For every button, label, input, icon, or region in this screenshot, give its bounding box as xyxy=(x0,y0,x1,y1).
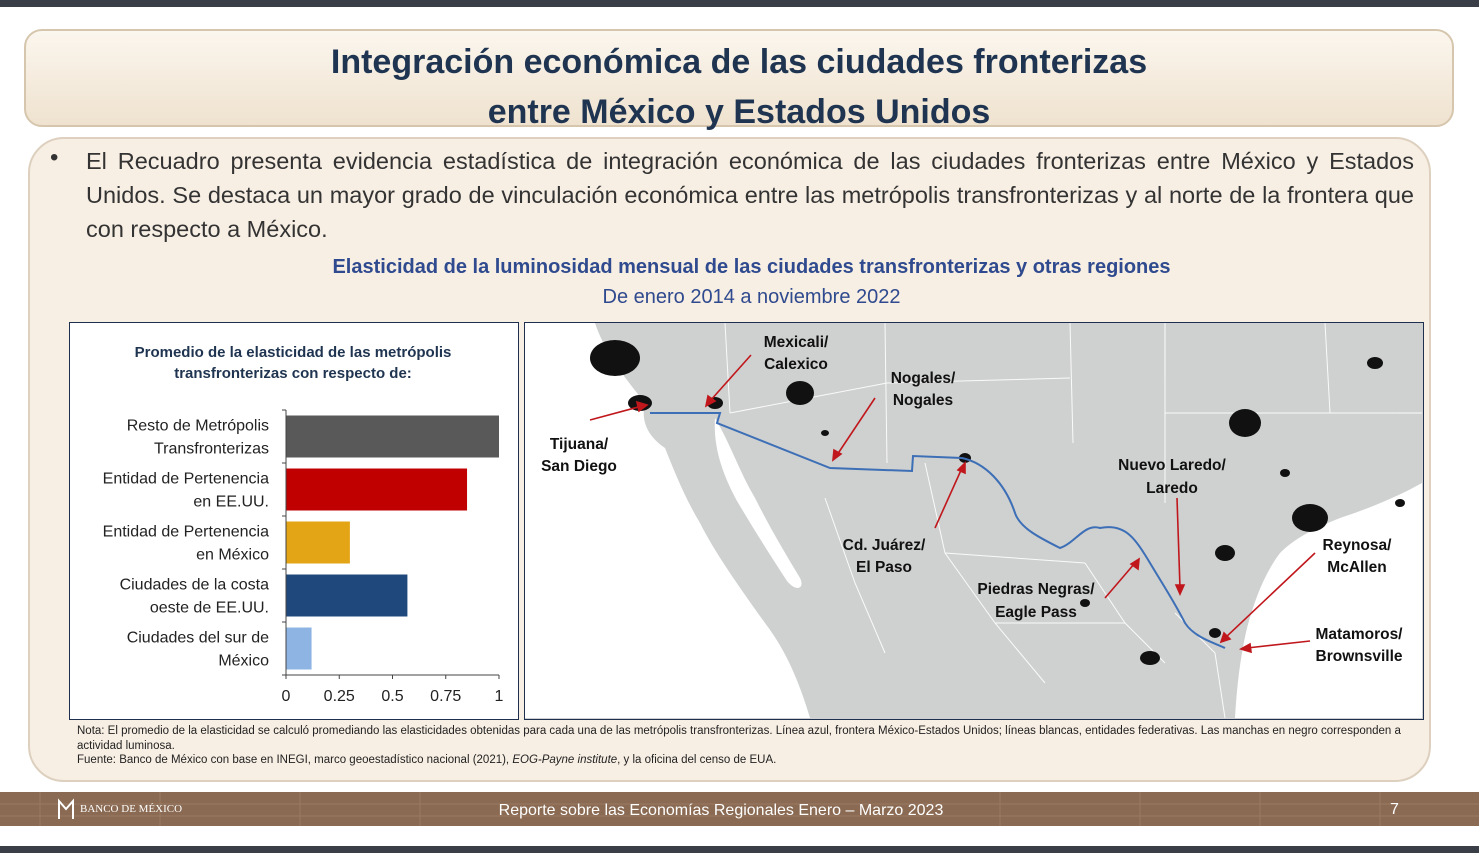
arrows xyxy=(589,354,1316,654)
chart-note: Nota: El promedio de la elasticidad se c… xyxy=(77,724,1422,768)
map-panel: Mexicali/ Calexico Nogales/ Nogales Tiju… xyxy=(524,322,1424,720)
bar-4 xyxy=(286,627,312,670)
light-spots xyxy=(590,340,1405,665)
category-label-2-0: Entidad de Pertenencia xyxy=(103,524,269,541)
category-label-4-0: Ciudades del sur de xyxy=(127,630,269,647)
figure-title: Elasticidad de la luminosidad mensual de… xyxy=(332,256,1171,278)
category-label-2-1: en México xyxy=(196,547,269,564)
label-juarez-2: El Paso xyxy=(856,559,912,576)
label-piedras-1: Piedras Negras/ xyxy=(977,581,1095,598)
label-nuevolaredo-1: Nuevo Laredo/ xyxy=(1118,457,1226,474)
label-piedras-2: Eagle Pass xyxy=(995,604,1077,621)
bar-0 xyxy=(286,415,499,458)
title-line-1: Integración económica de las ciudades fr… xyxy=(330,43,1148,81)
page-title: Integración económica de las ciudades fr… xyxy=(26,37,1452,137)
bullet-text: El Recuadro presenta evidencia estadísti… xyxy=(86,148,1414,242)
category-label-4-1: México xyxy=(218,653,269,670)
top-bar xyxy=(0,0,1479,7)
label-nogales-2: Nogales xyxy=(893,392,953,409)
label-reynosa-2: McAllen xyxy=(1327,559,1386,576)
label-nuevolaredo-2: Laredo xyxy=(1146,480,1198,497)
footer-pattern xyxy=(0,792,1479,826)
bullet-marker: • xyxy=(50,144,59,171)
label-mexicali-1: Mexicali/ xyxy=(764,334,829,351)
bar-3 xyxy=(286,574,408,617)
category-label-3-1: oeste de EE.UU. xyxy=(150,600,269,617)
x-tick-label-3: 0.75 xyxy=(430,688,461,705)
gulf-of-california xyxy=(714,418,802,589)
x-tick-label-4: 1 xyxy=(495,688,504,705)
label-reynosa-1: Reynosa/ xyxy=(1323,537,1393,554)
title-line-2: entre México y Estados Unidos xyxy=(487,93,991,131)
gulf-of-mexico xyxy=(1235,483,1422,718)
figure-subtitle: De enero 2014 a noviembre 2022 xyxy=(602,286,901,308)
report-title: Reporte sobre las Economías Regionales E… xyxy=(498,802,944,819)
bar-1 xyxy=(286,468,468,511)
category-label-3-0: Ciudades de la costa xyxy=(120,577,270,594)
category-label-0-0: Resto de Metrópolis xyxy=(127,418,269,435)
label-mexicali-2: Calexico xyxy=(764,356,828,373)
note-text: Nota: El promedio de la elasticidad se c… xyxy=(77,725,1401,752)
x-tick-label-1: 0.25 xyxy=(324,688,355,705)
chart-title-line-2: transfronterizas con respecto de: xyxy=(174,365,412,382)
x-tick-label-0: 0 xyxy=(282,688,291,705)
border-map: Mexicali/ Calexico Nogales/ Nogales Tiju… xyxy=(525,323,1422,718)
bars-group: Resto de Metrópolis Transfronterizas Entid… xyxy=(103,409,504,705)
category-label-1-1: en EE.UU. xyxy=(193,494,269,511)
label-tijuana-1: Tijuana/ xyxy=(550,436,609,453)
bar-2 xyxy=(286,521,350,564)
pacific-ocean xyxy=(525,323,810,718)
page-number: 7 xyxy=(1390,801,1399,818)
chart-title-line-1: Promedio de la elasticidad de las metróp… xyxy=(135,344,452,361)
label-matamoros-2: Brownsville xyxy=(1316,648,1403,665)
label-nogales-1: Nogales/ xyxy=(891,370,956,387)
us-mexico-border xyxy=(650,412,1226,649)
banxico-logo-text: BANCO DE MÉXICO xyxy=(80,803,183,815)
source-text: Fuente: Banco de México con base en INEG… xyxy=(77,754,777,766)
footer-bar: BANCO DE MÉXICO Reporte sobre las Econom… xyxy=(0,792,1479,826)
label-tijuana-2: San Diego xyxy=(541,458,617,475)
category-label-0-1: Transfronterizas xyxy=(154,441,269,458)
bar-chart-panel: Promedio de la elasticidad de las metróp… xyxy=(69,322,519,720)
banxico-logo-icon xyxy=(58,798,74,819)
title-banner: Integración económica de las ciudades fr… xyxy=(24,29,1454,131)
bar-chart: Promedio de la elasticidad de las metróp… xyxy=(103,344,504,705)
state-lines xyxy=(724,323,1422,718)
x-tick-label-2: 0.5 xyxy=(381,688,403,705)
label-juarez-1: Cd. Juárez/ xyxy=(843,537,926,554)
category-label-1-0: Entidad de Pertenencia xyxy=(103,471,269,488)
label-matamoros-1: Matamoros/ xyxy=(1316,626,1404,643)
bottom-bar xyxy=(0,846,1479,853)
